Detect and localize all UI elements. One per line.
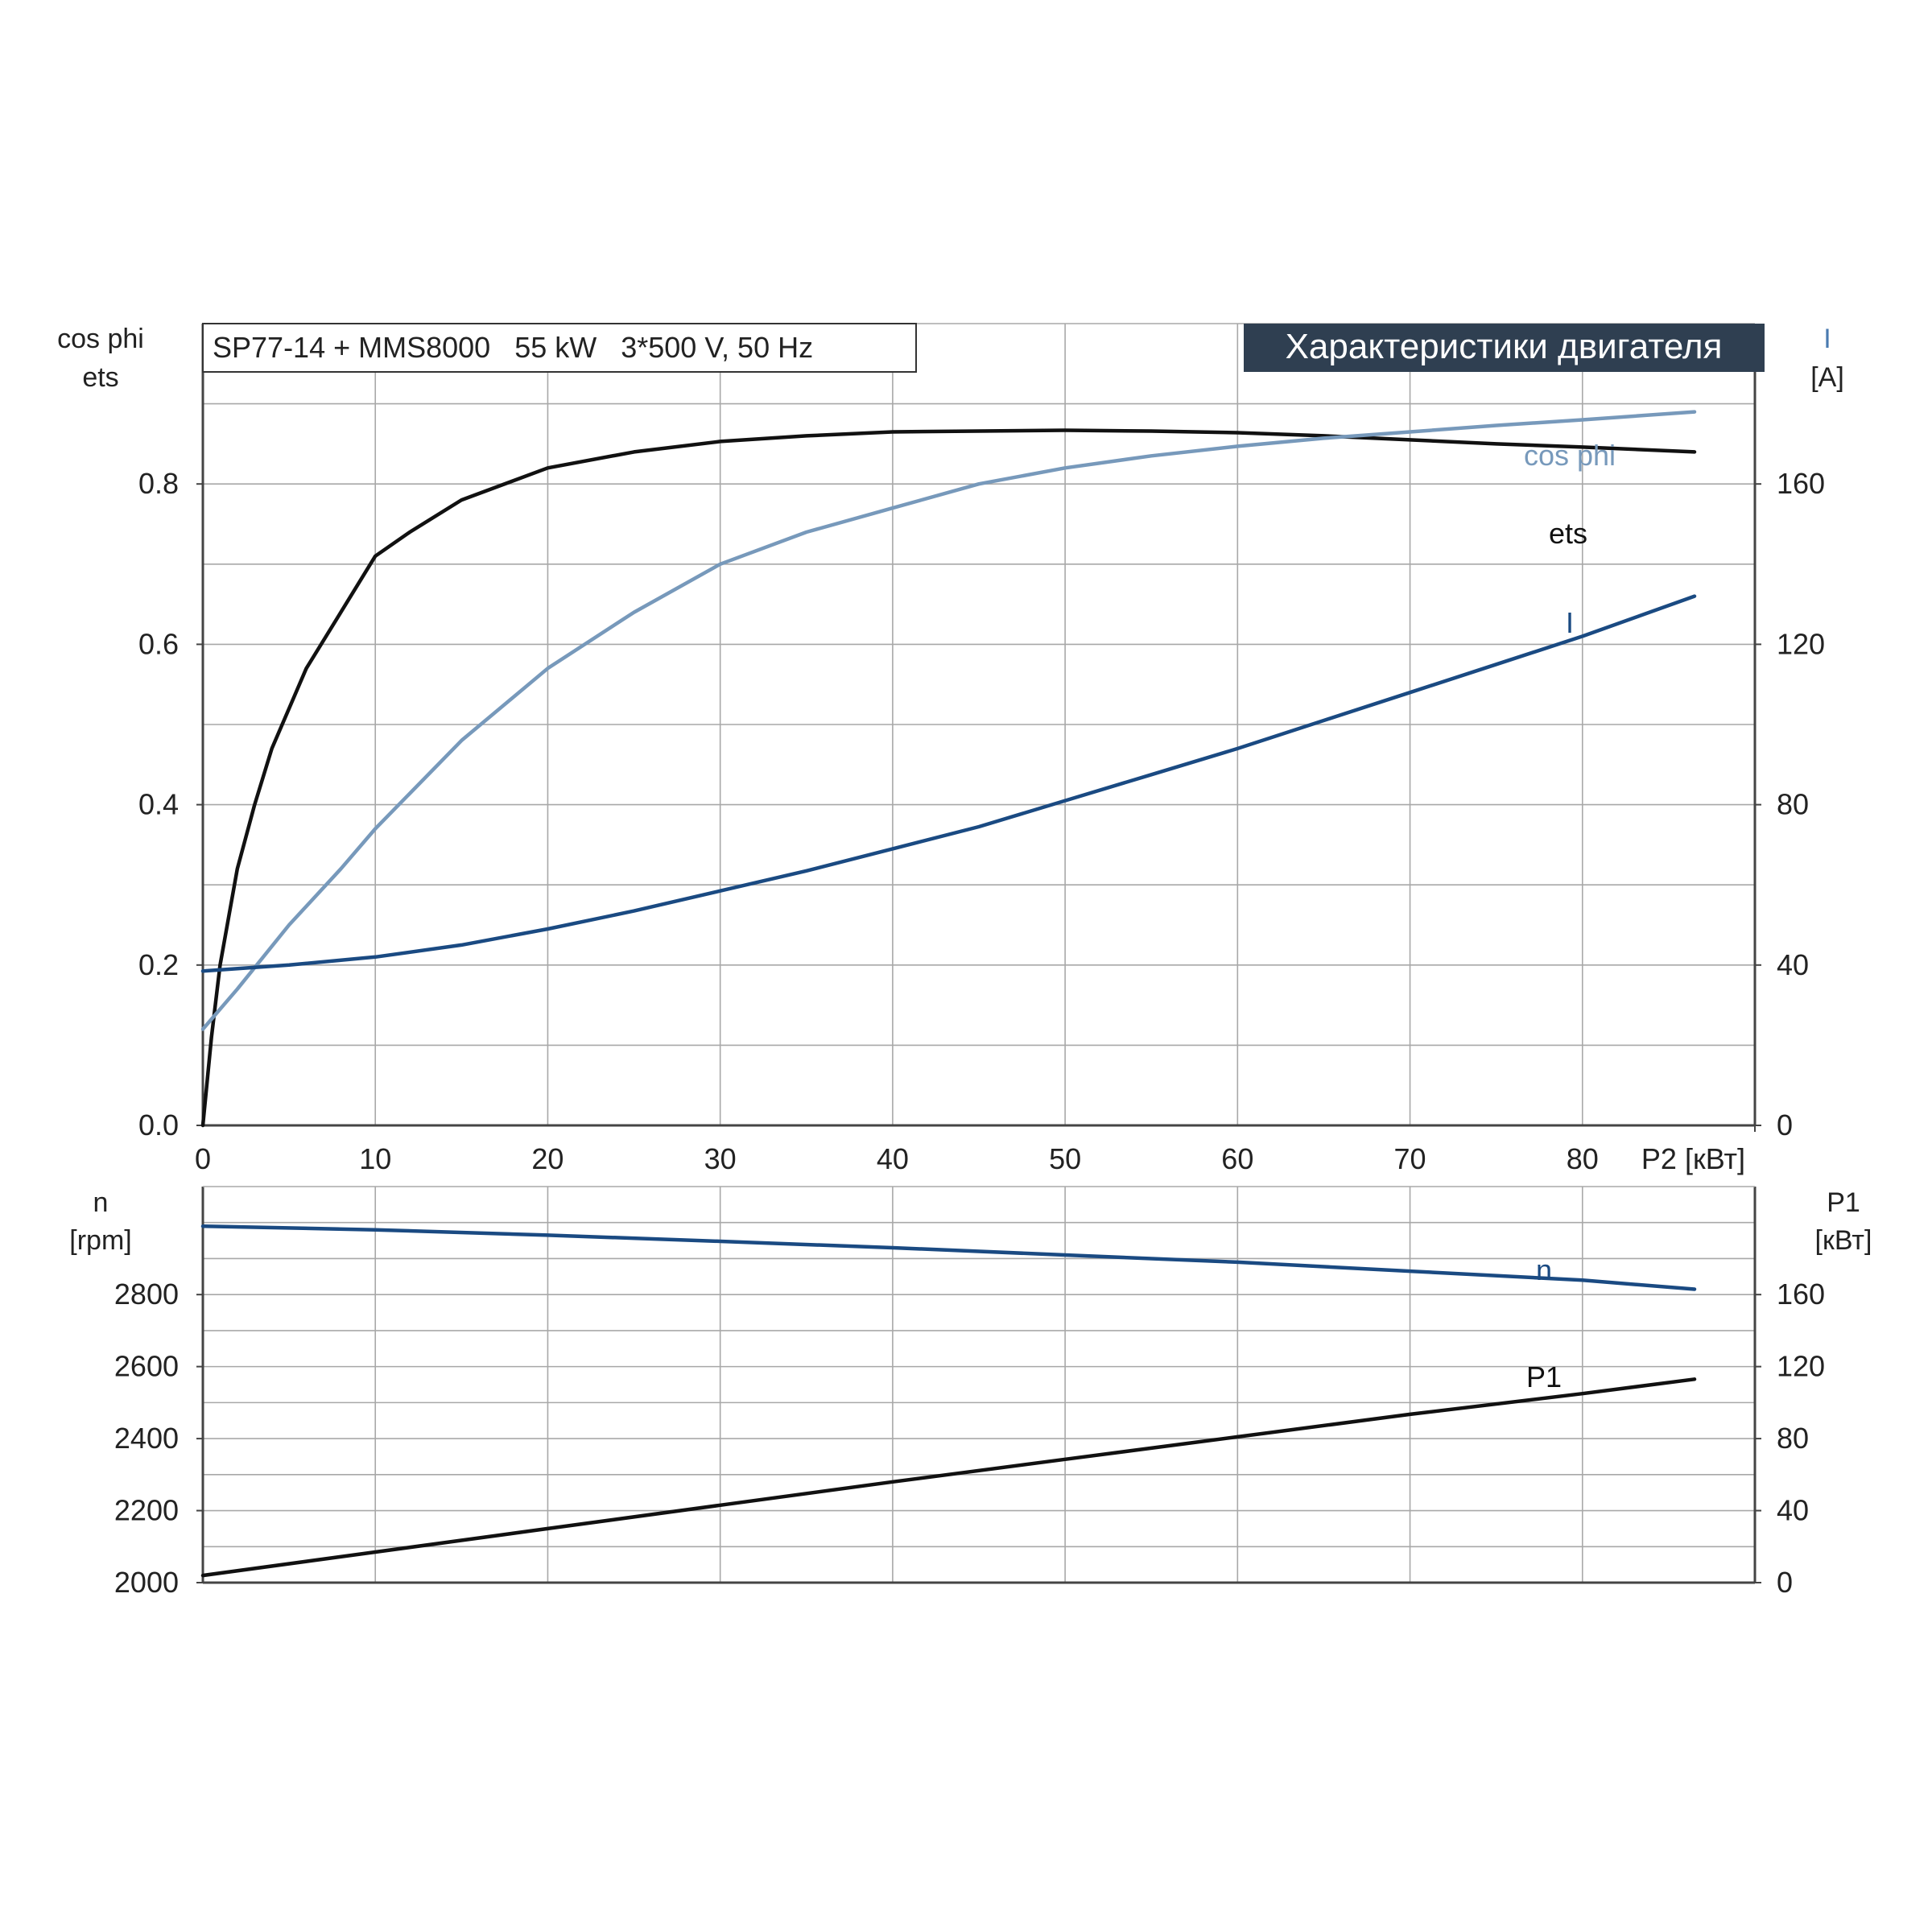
upper-x-tick-label: 20 <box>531 1142 564 1175</box>
upper-left-tick-label: 0.4 <box>138 788 179 821</box>
upper-left-tick-label: 0.0 <box>138 1108 179 1141</box>
lower-right-axis-label: P1 <box>1827 1187 1860 1218</box>
upper-x-tick-label: 40 <box>877 1142 909 1175</box>
text-layer: 0.0 0.2 0.4 0.6 0.8 0 40 80 120 160 cos phi ets I [A]… <box>57 324 1872 1599</box>
upper-x-tick-label: 50 <box>1049 1142 1081 1175</box>
upper-right-tick-label: 120 <box>1777 627 1825 660</box>
upper-left-tick-label: 0.2 <box>138 948 179 981</box>
upper-left-axis-label: cos phi <box>57 324 144 354</box>
lower-left-tick-label: 2800 <box>114 1278 179 1311</box>
lower-plot-area <box>203 1187 1755 1583</box>
lower-right-tick-label: 160 <box>1777 1278 1825 1311</box>
upper-series-cos-phi-line <box>200 410 1697 1031</box>
series-layer <box>200 410 1697 1578</box>
upper-x-tick-label: 30 <box>704 1142 737 1175</box>
upper-right-tick-label: 40 <box>1777 948 1809 981</box>
upper-x-tick-label: 0 <box>195 1142 211 1175</box>
upper-x-tick-label: 70 <box>1394 1142 1426 1175</box>
lower-left-tick-label: 2600 <box>114 1350 179 1383</box>
upper-series-ets-line <box>200 428 1697 1128</box>
grid-layer <box>203 324 1756 1583</box>
upper-right-tick-label: 160 <box>1777 467 1825 500</box>
upper-right-axis-label: I <box>1823 324 1831 354</box>
upper-right-tick-label: 80 <box>1777 788 1809 821</box>
lower-left-axis-label: [rpm] <box>69 1225 131 1256</box>
upper-x-tick-label: 80 <box>1567 1142 1599 1175</box>
lower-left-tick-label: 2000 <box>114 1566 179 1599</box>
lower-series-p1-line <box>200 1377 1697 1578</box>
upper-left-axis-label: ets <box>82 362 118 393</box>
upper-series-i-line <box>200 594 1697 973</box>
upper-series-label-i: I <box>1566 606 1574 639</box>
upper-left-tick-label: 0.8 <box>138 467 179 500</box>
upper-x-tick-label: 10 <box>359 1142 391 1175</box>
upper-series-label-ets: ets <box>1549 517 1587 550</box>
lower-right-tick-label: 80 <box>1777 1422 1809 1455</box>
section-title: Характеристики двигателя <box>1286 327 1723 366</box>
lower-series-label-p1: P1 <box>1526 1360 1562 1393</box>
header-model-box: SP77-14 + MMS8000 55 kW 3*500 V, 50 Hz <box>202 323 917 373</box>
lower-series-n-line <box>200 1224 1697 1291</box>
lower-series-label-n: n <box>1536 1253 1552 1286</box>
upper-right-axis-label: [A] <box>1810 362 1844 393</box>
upper-x-axis-label: P2 [кВт] <box>1641 1142 1745 1175</box>
upper-left-tick-label: 0.6 <box>138 627 179 660</box>
lower-left-tick-label: 2400 <box>114 1422 179 1455</box>
lower-left-axis-label: n <box>93 1187 109 1218</box>
lower-right-tick-label: 120 <box>1777 1350 1825 1383</box>
upper-series-label-cos-phi: cos phi <box>1524 439 1616 472</box>
lower-right-axis-label: [кВт] <box>1815 1225 1872 1256</box>
upper-right-tick-label: 0 <box>1777 1108 1793 1141</box>
lower-right-tick-label: 0 <box>1777 1566 1793 1599</box>
section-title-box: Характеристики двигателя <box>1244 324 1765 372</box>
lower-left-tick-label: 2200 <box>114 1494 179 1527</box>
frames-layer <box>196 323 1761 1584</box>
upper-x-tick-label: 60 <box>1221 1142 1253 1175</box>
model-label: SP77-14 + MMS8000 55 kW 3*500 V, 50 Hz <box>213 331 813 364</box>
lower-right-tick-label: 40 <box>1777 1494 1809 1527</box>
